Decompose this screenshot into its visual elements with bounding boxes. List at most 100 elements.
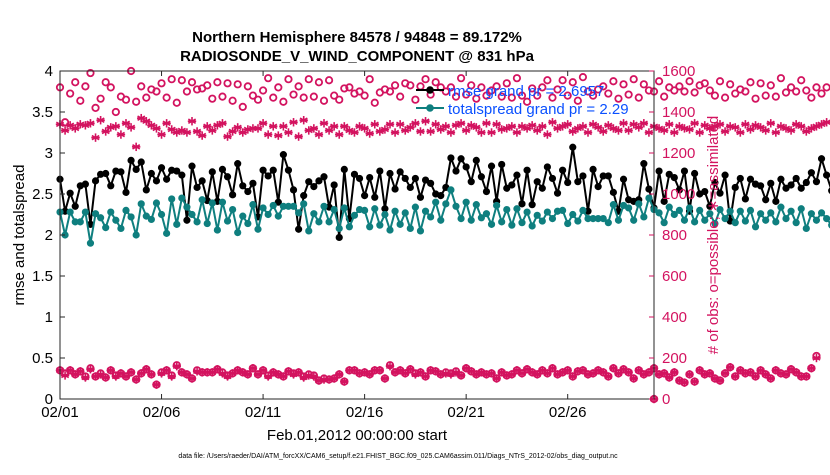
rmse-point xyxy=(371,193,379,201)
totalspread-point xyxy=(152,199,161,207)
totalspread-point xyxy=(736,207,744,215)
obs-assimilated-point xyxy=(380,374,390,383)
totalspread-point xyxy=(350,211,359,219)
obs-possible-point xyxy=(345,83,354,92)
totalspread-point xyxy=(726,207,734,215)
rmse-point xyxy=(376,167,384,175)
obs-possible-point xyxy=(543,76,552,85)
obs-assimilated-point xyxy=(659,369,669,378)
totalspread-point xyxy=(254,225,262,233)
totalspread-point xyxy=(645,194,653,202)
obs-assimilated-point xyxy=(624,126,633,135)
obs-possible-point xyxy=(137,82,146,91)
obs-assimilated-point xyxy=(243,370,253,379)
obs-possible-point xyxy=(797,76,806,85)
totalspread-point xyxy=(112,216,120,224)
rmse-point xyxy=(817,155,826,163)
obs-possible-point xyxy=(583,87,593,96)
rmse-point xyxy=(548,174,557,183)
obs-assimilated-point xyxy=(390,128,400,137)
totalspread-point xyxy=(767,209,775,217)
totalspread-point xyxy=(218,198,227,206)
y-right-tick-label: 200 xyxy=(662,350,687,367)
obs-assimilated-point xyxy=(172,362,181,371)
totalspread-point xyxy=(315,218,323,226)
obs-assimilated-point xyxy=(126,123,136,132)
obs-assimilated-point xyxy=(203,122,212,131)
totalspread-point xyxy=(792,219,800,227)
y-axis-label-right: # of obs: o=possible; ∗=assimilated xyxy=(705,116,722,355)
obs-assimilated-point xyxy=(517,369,527,378)
obs-assimilated-point xyxy=(365,129,374,138)
obs-assimilated-point xyxy=(624,368,633,377)
obs-possible-point xyxy=(60,118,70,127)
obs-assimilated-point xyxy=(456,371,466,380)
totalspread-point xyxy=(396,220,404,228)
obs-assimilated-point xyxy=(406,123,415,132)
obs-assimilated-point xyxy=(131,142,141,152)
obs-assimilated-point xyxy=(746,368,755,377)
totalspread-point xyxy=(173,220,181,228)
obs-possible-point xyxy=(456,74,466,83)
obs-assimilated-point xyxy=(131,375,141,384)
x-tick-label: 02/06 xyxy=(143,404,181,421)
totalspread-point xyxy=(559,206,567,214)
totalspread-point xyxy=(361,206,369,214)
obs-assimilated-point xyxy=(248,364,258,373)
obs-assimilated-point xyxy=(192,127,202,136)
rmse-point xyxy=(107,182,115,190)
totalspread-point xyxy=(340,204,348,212)
obs-possible-point xyxy=(86,68,95,78)
series-layer xyxy=(55,66,830,404)
rmse-point xyxy=(421,176,430,184)
rmse-point xyxy=(594,183,602,191)
obs-possible-point xyxy=(715,77,725,86)
totalspread-point xyxy=(269,201,277,210)
y-left-tick-label: 2 xyxy=(45,227,53,244)
obs-possible-point xyxy=(208,94,217,103)
obs-possible-point xyxy=(324,76,334,85)
obs-possible-point xyxy=(279,97,288,106)
obs-possible-point xyxy=(624,90,633,99)
rmse-point xyxy=(340,165,348,173)
rmse-point xyxy=(457,155,465,163)
obs-assimilated-point xyxy=(96,116,105,125)
obs-assimilated-point xyxy=(253,124,263,133)
totalspread-point xyxy=(787,207,795,215)
obs-assimilated-point xyxy=(187,374,197,383)
totalspread-point xyxy=(330,205,338,214)
totalspread-point xyxy=(310,210,318,218)
obs-possible-point xyxy=(614,94,623,103)
obs-possible-point xyxy=(609,77,618,86)
totalspread-point xyxy=(178,194,186,202)
obs-assimilated-point xyxy=(101,127,110,136)
totalspread-point xyxy=(320,202,328,210)
rmse-point xyxy=(122,188,130,196)
obs-assimilated-point xyxy=(116,130,126,139)
rmse-point xyxy=(777,175,785,183)
obs-possible-point xyxy=(294,82,303,91)
obs-assimilated-point xyxy=(456,119,466,128)
x-axis-label: Feb.01,2012 00:00:00 start xyxy=(267,427,448,444)
totalspread-point xyxy=(772,218,780,226)
obs-assimilated-point xyxy=(583,128,593,137)
totalspread-point xyxy=(640,213,648,221)
obs-assimilated-point xyxy=(380,125,390,134)
y-right-tick-label: 800 xyxy=(662,227,687,244)
obs-possible-point xyxy=(111,107,120,117)
obs-assimilated-point xyxy=(350,366,359,375)
totalspread-point xyxy=(345,223,353,231)
y-left-tick-label: 3 xyxy=(45,145,53,162)
obs-possible-point xyxy=(330,91,339,100)
totalspread-point xyxy=(670,210,678,219)
rmse-point xyxy=(802,178,810,187)
rmse-point xyxy=(157,164,166,172)
obs-assimilated-point xyxy=(279,372,288,381)
totalspread-point xyxy=(477,214,485,222)
obs-assimilated-point xyxy=(360,124,369,133)
obs-assimilated-point xyxy=(223,132,232,141)
rmse-point xyxy=(538,184,546,192)
obs-assimilated-point xyxy=(482,119,491,128)
totalspread-point xyxy=(757,210,765,218)
obs-possible-point xyxy=(502,79,511,88)
